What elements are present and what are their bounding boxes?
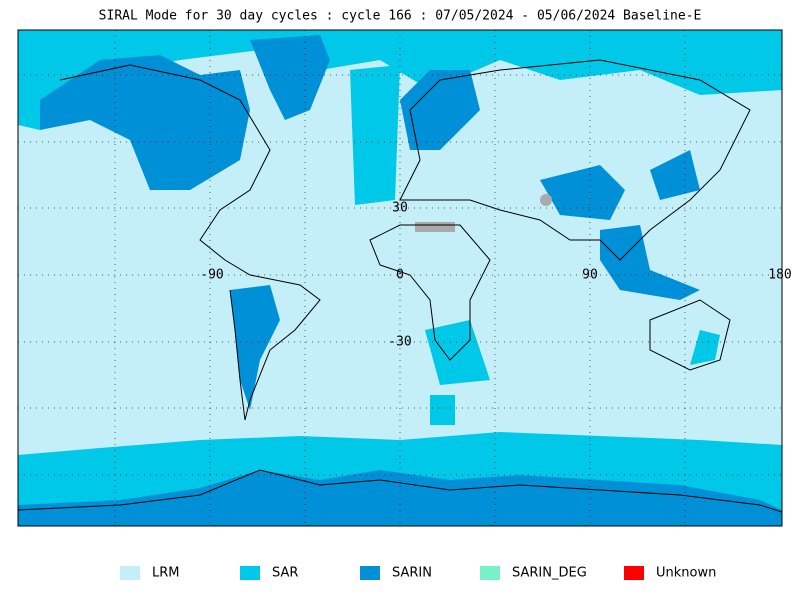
sarin-region	[230, 285, 280, 410]
sar-region	[350, 65, 400, 205]
graticule	[18, 30, 782, 526]
sar-region	[430, 395, 455, 425]
lon-label: 90	[582, 268, 598, 283]
legend: LRM SAR SARIN SARIN_DEG Unknown	[120, 566, 716, 581]
sar-region	[18, 30, 782, 130]
no-data-patch	[540, 194, 552, 206]
coastline	[399, 59, 751, 261]
legend-label: Unknown	[656, 566, 716, 581]
sar-region	[690, 330, 720, 365]
legend-swatch	[480, 566, 500, 580]
map-frame	[17, 29, 783, 527]
legend-label: SARIN_DEG	[512, 566, 587, 581]
legend-swatch	[240, 566, 260, 580]
legend-label: SARIN	[392, 566, 432, 581]
legend-label: SAR	[272, 566, 298, 581]
lon-label: 0	[396, 268, 404, 283]
lon-label: 180	[768, 268, 791, 283]
map-title: SIRAL Mode for 30 day cycles : cycle 166…	[99, 9, 702, 24]
no-data-patch	[415, 222, 455, 232]
coastline	[17, 469, 783, 513]
legend-swatch	[120, 566, 140, 580]
lat-label: 30	[392, 201, 408, 216]
lat-label: -30	[388, 335, 411, 350]
sarin-region	[400, 70, 480, 150]
sarin-region	[540, 165, 625, 220]
legend-label: LRM	[152, 566, 180, 581]
legend-swatch	[624, 566, 644, 580]
map	[17, 29, 783, 527]
lon-label: -90	[200, 268, 223, 283]
coastline	[369, 224, 491, 361]
coastline	[649, 299, 731, 371]
sarin-region	[40, 55, 250, 190]
sarin-region	[650, 150, 700, 200]
sarin-region	[250, 35, 330, 120]
legend-swatch	[360, 566, 380, 580]
sarin-region	[600, 225, 700, 300]
coastline	[59, 64, 321, 421]
